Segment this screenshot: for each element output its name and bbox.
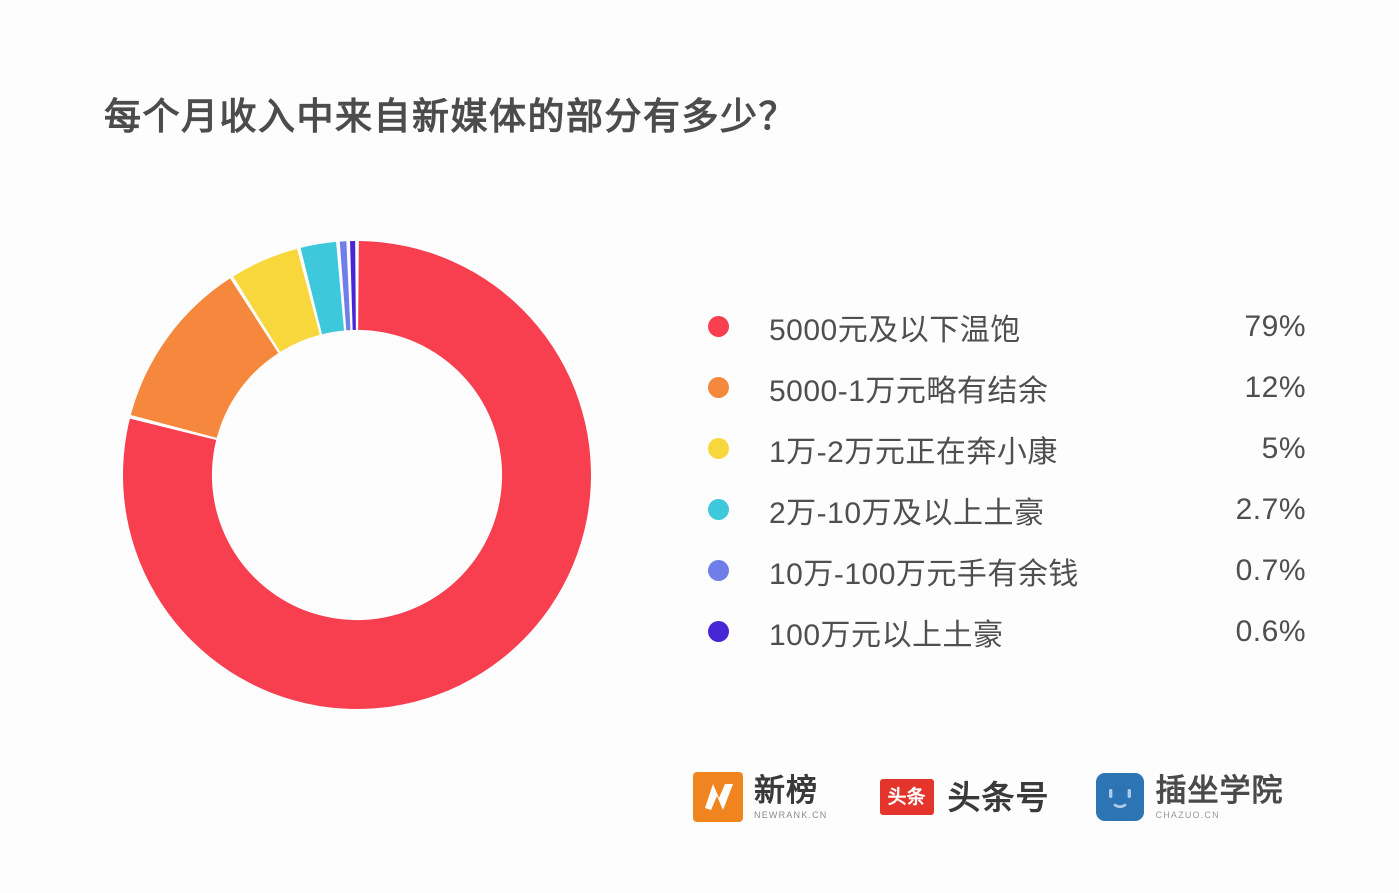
legend-swatch-icon [708,499,729,520]
legend-item-value: 5% [1261,431,1306,465]
legend-item-label: 100万元以上土豪 [769,618,1004,652]
legend-item-value: 0.6% [1235,614,1306,648]
legend-item-value: 2.7% [1235,492,1306,526]
donut-chart-svg [122,241,591,709]
legend-item-value: 79% [1244,309,1306,343]
donut-slice[interactable] [233,248,320,352]
legend-item[interactable]: 1万-2万元正在奔小康 5% [708,418,1306,479]
logo-toutiaohao: 头条 头条号 [879,778,1050,816]
donut-slice[interactable] [339,241,351,331]
legend-item-label: 5000元及以下温饱 [769,313,1021,347]
legend-item-label: 10万-100万元手有余钱 [769,557,1079,591]
chazuo-tagline: CHAZUO.CN [1155,809,1220,820]
toutiao-badge-label: 头条 [887,786,926,808]
legend-item[interactable]: 5000元及以下温饱 79% [708,296,1306,357]
chazuo-name: 插坐学院 [1155,772,1284,808]
legend-swatch-icon [708,316,729,337]
newrank-tagline: NEWRANK.CN [754,809,828,820]
legend-item[interactable]: 10万-100万元手有余钱 0.7% [708,540,1306,601]
legend-item[interactable]: 5000-1万元略有结余 12% [708,357,1306,418]
legend-item-label: 1万-2万元正在奔小康 [769,435,1058,469]
toutiaohao-name: 头条号 [947,778,1050,816]
chazuo-text: 插坐学院 CHAZUO.CN [1156,775,1284,820]
legend-swatch-icon [708,560,729,581]
chart-legend: 5000元及以下温饱 79% 5000-1万元略有结余 12% 1万-2万元正在奔小康 5… [708,296,1306,662]
newrank-text: 新榜 NEWRANK.CN [754,775,828,820]
legend-swatch-icon [708,621,729,642]
logo-chazuo: 插坐学院 CHAZUO.CN [1095,773,1284,821]
chazuo-face-icon [1095,773,1144,821]
legend-item-value: 0.7% [1235,553,1306,587]
page-title: 每个月收入中来自新媒体的部分有多少？ [104,96,797,137]
legend-item[interactable]: 100万元以上土豪 0.6% [708,601,1306,662]
newrank-name: 新榜 [754,772,818,808]
legend-item[interactable]: 2万-10万及以上土豪 2.7% [708,479,1306,540]
donut-chart [118,236,596,714]
footer-logo-bar: 新榜 NEWRANK.CN 头条 头条号 插坐学院 CHAZUO.CN [693,772,1284,822]
legend-swatch-icon [708,377,729,398]
donut-slice[interactable] [122,241,591,709]
legend-item-label: 2万-10万及以上土豪 [769,496,1045,530]
toutiao-badge-icon: 头条 [879,779,934,815]
newrank-mark-icon [693,772,743,822]
donut-slice[interactable] [300,241,345,335]
legend-swatch-icon [708,438,729,459]
donut-slice[interactable] [350,241,356,330]
legend-item-value: 12% [1244,370,1306,404]
donut-slice[interactable] [130,278,279,438]
logo-newrank: 新榜 NEWRANK.CN [693,772,828,822]
legend-item-label: 5000-1万元略有结余 [769,374,1049,408]
